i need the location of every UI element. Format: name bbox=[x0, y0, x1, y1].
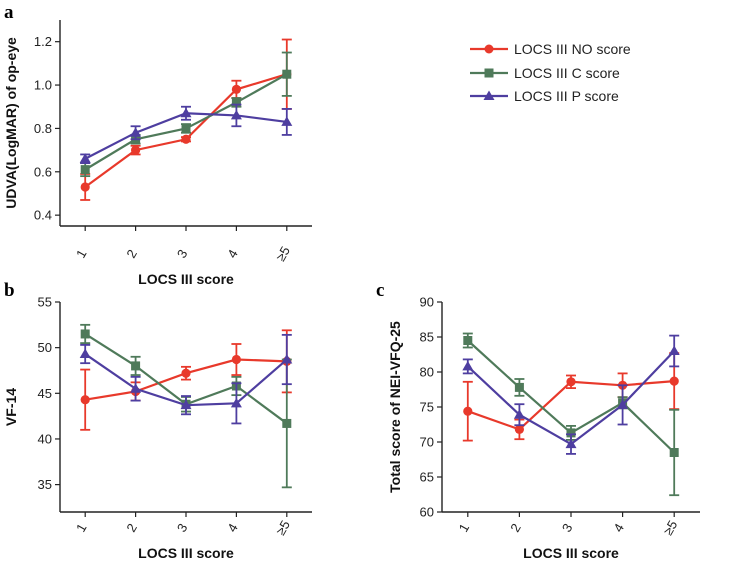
data-point bbox=[668, 345, 680, 355]
x-tick-label: 4 bbox=[224, 521, 241, 535]
data-point bbox=[180, 399, 192, 410]
data-point bbox=[565, 438, 577, 449]
x-tick-label: ≥5 bbox=[273, 518, 293, 538]
data-point bbox=[130, 383, 142, 393]
x-tick-label: ≥5 bbox=[660, 518, 680, 538]
y-tick-label: 45 bbox=[38, 386, 52, 401]
data-point bbox=[566, 428, 576, 438]
data-point bbox=[181, 123, 191, 133]
chart-panel-c: 60 65 70 75 80 85 90 1 2 3 4 ≥5 LOCS III score Total … bbox=[387, 295, 700, 561]
legend-marker-p bbox=[483, 90, 495, 100]
chart-panel-b: 35 40 45 50 55 1 2 3 4 ≥5 LOCS III score VF-14 bbox=[3, 295, 312, 561]
y-tick-label: 55 bbox=[38, 295, 52, 310]
legend-entry-c: LOCS III C score bbox=[470, 65, 620, 81]
data-point bbox=[281, 116, 293, 126]
legend-entry-p: LOCS III P score bbox=[470, 88, 619, 104]
legend: LOCS III NO score LOCS III C score LOCS … bbox=[470, 41, 631, 104]
series-triangle bbox=[462, 334, 680, 455]
data-point bbox=[462, 360, 474, 371]
x-tick-label: 4 bbox=[610, 521, 627, 535]
y-tick-label: 50 bbox=[38, 340, 52, 355]
x-tick-label: 3 bbox=[174, 521, 191, 535]
x-tick-label: 3 bbox=[559, 521, 576, 535]
y-tick-label: 80 bbox=[420, 365, 434, 380]
y-tick-label: 0.4 bbox=[34, 208, 52, 223]
data-point bbox=[79, 153, 91, 163]
data-point bbox=[80, 165, 90, 175]
data-point bbox=[131, 361, 141, 371]
x-tick-label: 1 bbox=[73, 521, 90, 535]
y-tick-label: 90 bbox=[420, 295, 434, 310]
legend-label-no: LOCS III NO score bbox=[514, 41, 631, 57]
y-axis-label: Total score of NEI-VFQ-25 bbox=[387, 321, 403, 493]
data-point bbox=[79, 348, 91, 359]
series-triangle bbox=[79, 333, 293, 425]
data-point bbox=[463, 336, 473, 345]
x-tick-label: ≥5 bbox=[273, 244, 293, 264]
data-point bbox=[230, 397, 242, 408]
legend-label-c: LOCS III C score bbox=[514, 65, 620, 81]
series-triangle bbox=[79, 103, 293, 165]
panel-letter-c: c bbox=[376, 280, 384, 301]
data-point bbox=[80, 329, 90, 339]
data-point bbox=[80, 182, 90, 192]
data-point bbox=[282, 418, 292, 428]
data-point bbox=[131, 145, 141, 155]
y-axis-label: UDVA(LogMAR) of op-eye bbox=[3, 37, 19, 209]
y-tick-label: 85 bbox=[420, 330, 434, 345]
x-axis-label: LOCS III score bbox=[138, 545, 234, 561]
data-point bbox=[513, 409, 525, 419]
legend-marker-c bbox=[484, 68, 494, 78]
data-point bbox=[230, 109, 242, 120]
y-tick-label: 1.0 bbox=[34, 78, 52, 93]
series-line bbox=[84, 73, 288, 171]
panel-letter-a: a bbox=[4, 2, 14, 23]
y-tick-label: 0.6 bbox=[34, 164, 52, 179]
data-point bbox=[514, 382, 524, 392]
y-tick-label: 1.2 bbox=[34, 34, 52, 49]
y-tick-label: 75 bbox=[420, 400, 434, 415]
y-tick-label: 0.8 bbox=[34, 121, 52, 136]
x-axis-label: LOCS III score bbox=[138, 271, 234, 287]
x-axis-label: LOCS III score bbox=[523, 545, 619, 561]
y-tick-label: 60 bbox=[420, 505, 434, 520]
data-point bbox=[669, 448, 679, 457]
data-point bbox=[669, 376, 679, 386]
data-point bbox=[181, 134, 191, 144]
data-point bbox=[617, 399, 629, 409]
y-tick-label: 40 bbox=[38, 431, 52, 446]
chart-panel-a: 0.4 0.6 0.8 1.0 1.2 1 2 3 4 ≥5 LOCS III score UDVA(… bbox=[3, 20, 312, 287]
data-point bbox=[463, 406, 473, 416]
data-point bbox=[80, 395, 90, 405]
data-point bbox=[180, 107, 192, 118]
legend-marker-no bbox=[484, 44, 494, 54]
data-point bbox=[231, 354, 241, 365]
data-point bbox=[282, 69, 292, 79]
data-point bbox=[181, 368, 191, 378]
data-point bbox=[566, 377, 576, 387]
data-point bbox=[514, 424, 525, 434]
x-tick-label: 4 bbox=[224, 247, 241, 261]
panel-letter-b: b bbox=[4, 280, 15, 301]
data-point bbox=[231, 97, 241, 107]
x-tick-label: 2 bbox=[123, 247, 140, 261]
y-tick-label: 65 bbox=[420, 470, 434, 485]
data-point bbox=[281, 354, 293, 364]
y-tick-label: 70 bbox=[420, 435, 434, 450]
y-tick-label: 35 bbox=[38, 477, 52, 492]
x-tick-label: 2 bbox=[123, 521, 140, 535]
x-tick-label: 1 bbox=[73, 247, 90, 261]
legend-label-p: LOCS III P score bbox=[514, 88, 619, 104]
x-tick-label: 2 bbox=[507, 521, 524, 535]
series-square bbox=[462, 332, 680, 497]
legend-entry-no: LOCS III NO score bbox=[470, 41, 631, 57]
data-point bbox=[231, 84, 241, 94]
x-tick-label: 3 bbox=[174, 247, 191, 261]
data-point bbox=[130, 127, 142, 137]
y-axis-label: VF-14 bbox=[3, 388, 19, 426]
x-tick-label: 1 bbox=[456, 521, 473, 535]
